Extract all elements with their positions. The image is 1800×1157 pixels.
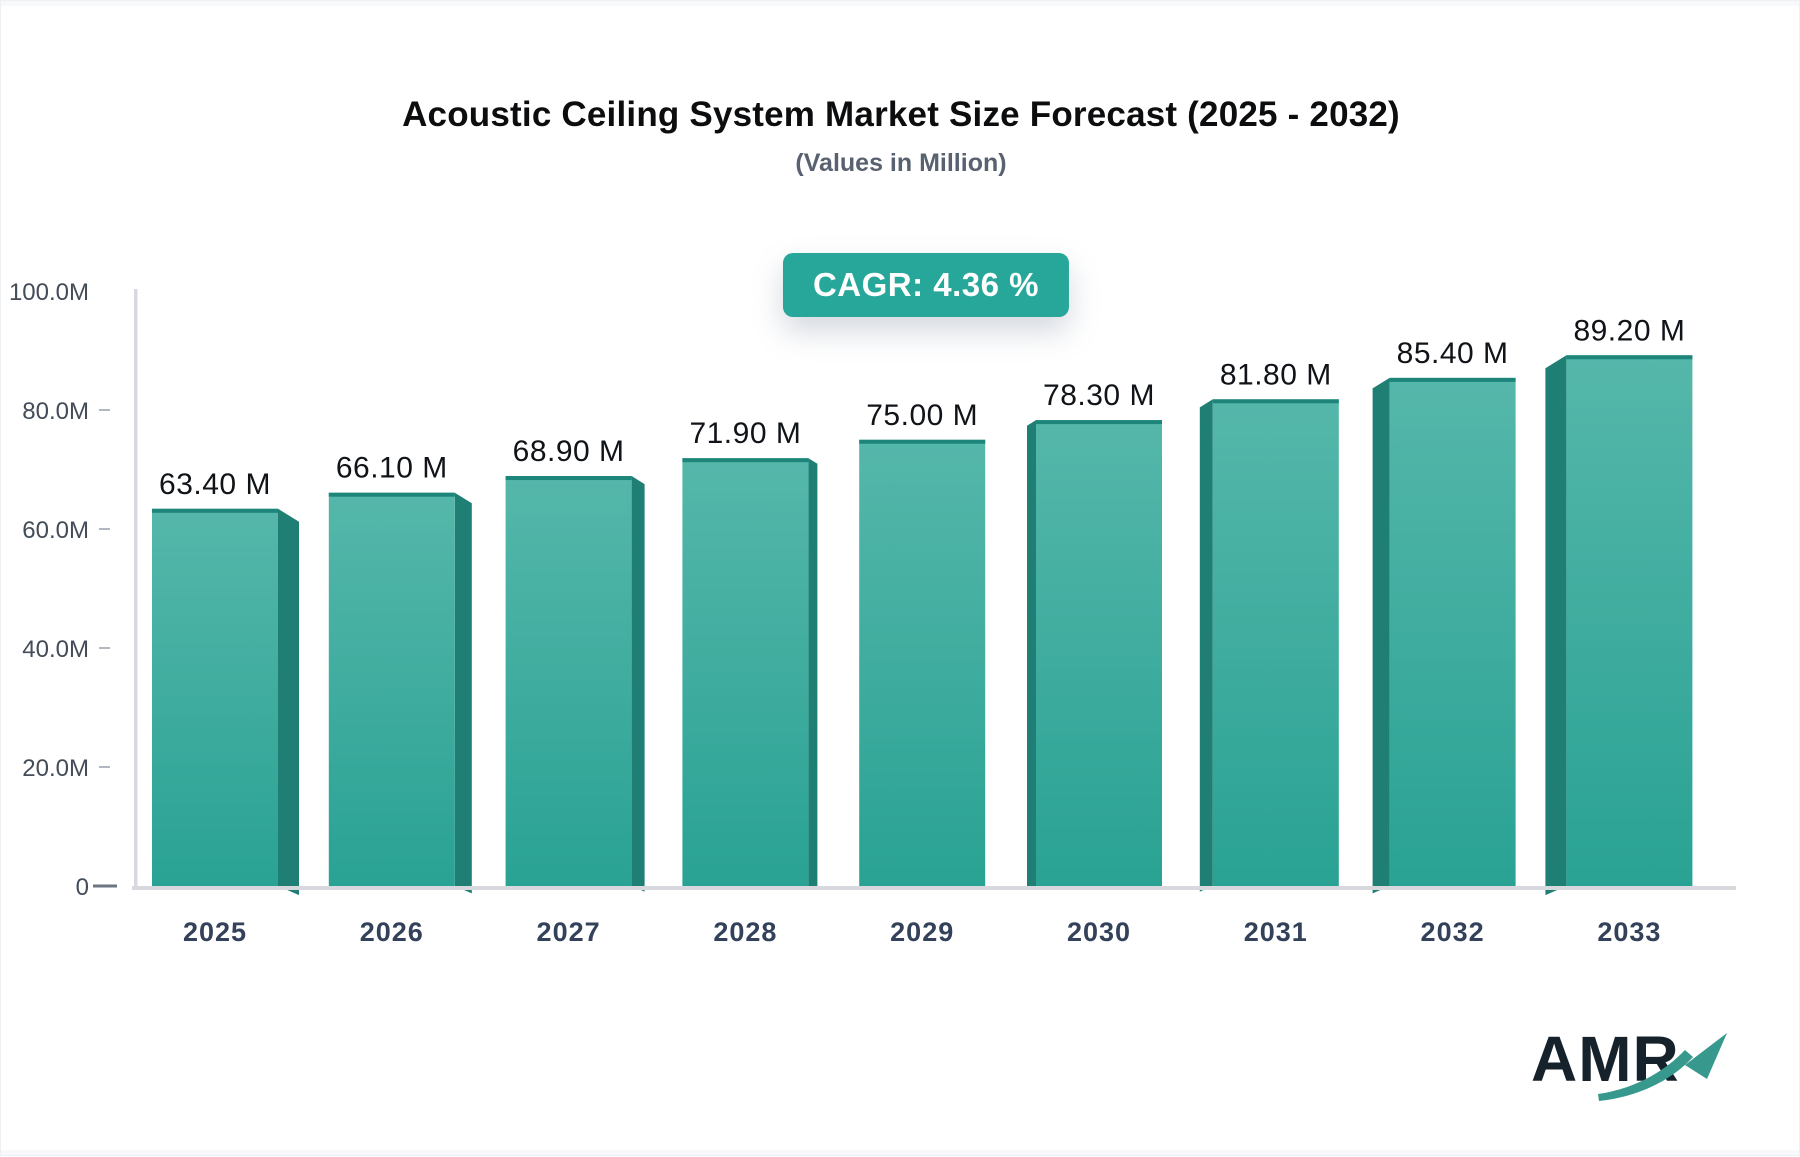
bar-side-face: [278, 508, 299, 896]
cagr-badge: CAGR: 4.36 %: [782, 253, 1070, 317]
amr-logo: AMR: [1531, 1027, 1751, 1117]
y-axis-line: [134, 289, 138, 888]
chart-title: Acoustic Ceiling System Market Size Fore…: [402, 95, 1400, 134]
y-axis-tick: [99, 409, 110, 411]
bar-value-label: 71.90 M: [689, 417, 801, 450]
bar-top-edge: [1036, 420, 1162, 425]
y-axis-tick: [99, 528, 110, 530]
bar-2030: [1036, 420, 1162, 886]
x-axis-label: 2029: [890, 917, 954, 947]
x-axis-label: 2028: [713, 917, 777, 947]
x-axis-label: 2033: [1597, 917, 1661, 947]
bottom-border: [1, 1150, 1799, 1155]
bar-2033: [1566, 355, 1693, 886]
bar-2026: [328, 492, 455, 886]
x-axis-label: 2027: [537, 917, 601, 947]
y-axis-label: 40.0M: [22, 636, 89, 663]
bar-top-edge: [1566, 355, 1693, 360]
x-axis-line: [132, 886, 1736, 890]
y-axis-label: 20.0M: [22, 755, 89, 782]
bar-value-label: 68.90 M: [513, 435, 625, 468]
bar-value-label: 89.20 M: [1573, 314, 1685, 347]
bar-top-edge: [152, 508, 278, 513]
bar-top-edge: [859, 439, 986, 444]
chart-subtitle: (Values in Million): [795, 149, 1007, 177]
bar-top-edge: [1212, 399, 1339, 404]
bar-2032: [1389, 377, 1516, 886]
bar-side-face: [808, 458, 818, 890]
bar-side-face: [1199, 399, 1213, 892]
x-axis-label: 2032: [1421, 917, 1485, 947]
y-axis-zero-tick: [93, 884, 117, 888]
bar-top-edge: [328, 492, 455, 497]
bar-2027: [505, 476, 632, 886]
x-axis-label: 2025: [183, 917, 247, 947]
bar-value-label: 63.40 M: [159, 468, 271, 501]
bar-side-face: [1372, 377, 1390, 894]
bar-side-face: [454, 492, 472, 894]
bar-value-label: 81.80 M: [1220, 358, 1332, 391]
bar-side-face: [1545, 355, 1567, 896]
y-axis-tick: [99, 766, 110, 768]
bar-top-edge: [1389, 377, 1516, 382]
bar-side-face: [631, 476, 645, 892]
growth-arrow-icon: [1598, 1033, 1727, 1101]
bar-value-label: 85.40 M: [1397, 337, 1509, 370]
x-axis-label: 2030: [1067, 917, 1131, 947]
bar-value-label: 66.10 M: [336, 452, 448, 485]
bar-value-label: 75.00 M: [866, 399, 978, 432]
bar-2029: [859, 439, 986, 886]
bar-2031: [1212, 399, 1339, 886]
y-axis-tick: [99, 647, 110, 649]
x-axis-label: 2026: [360, 917, 424, 947]
bar-value-label: 78.30 M: [1043, 379, 1155, 412]
y-axis-label: 60.0M: [22, 517, 89, 544]
x-axis-label: 2031: [1244, 917, 1308, 947]
bar-2025: [152, 508, 278, 886]
y-axis-label: 100.0M: [9, 279, 89, 306]
top-border: [1, 1, 1799, 6]
bar-2028: [682, 458, 809, 886]
bar-side-face: [1027, 420, 1036, 890]
bar-top-edge: [682, 458, 809, 463]
bar-top-edge: [505, 476, 632, 481]
y-axis-label: 0: [76, 874, 89, 901]
y-axis-label: 80.0M: [22, 398, 89, 425]
